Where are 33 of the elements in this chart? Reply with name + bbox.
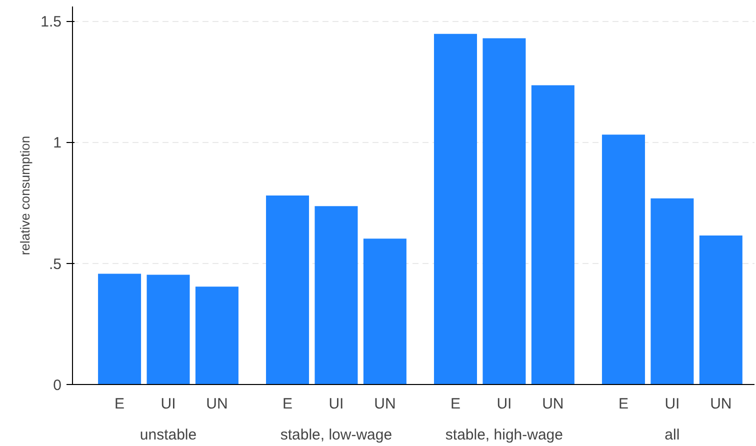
bar	[602, 134, 645, 384]
bar	[531, 85, 574, 384]
bar	[434, 34, 477, 384]
y-tick-label: 1.5	[40, 14, 62, 31]
x-tick-label: unstable	[140, 426, 197, 444]
text: UN	[710, 396, 732, 412]
bar	[98, 274, 142, 384]
text: E	[282, 396, 293, 412]
bar	[699, 235, 742, 384]
bar	[363, 238, 406, 384]
bar	[146, 274, 190, 384]
bar	[195, 286, 238, 384]
series-label: UN	[206, 396, 228, 412]
y-axis-title: relative consumption	[18, 136, 33, 256]
text: UI	[496, 396, 512, 412]
bar	[314, 206, 358, 384]
x-tick-label: all	[664, 426, 680, 444]
x-tick-label: stable, high-wage	[445, 426, 563, 444]
series-label: E	[114, 396, 125, 412]
series-label: UI	[160, 396, 176, 412]
y-tick-label: .5	[48, 256, 62, 273]
text: UN	[542, 396, 564, 412]
text: UI	[664, 396, 680, 412]
text: UN	[374, 396, 396, 412]
bar	[266, 196, 310, 384]
y-tick-label: 1	[53, 134, 62, 152]
bar	[650, 198, 694, 384]
bar	[482, 38, 526, 384]
text: UI	[328, 396, 344, 412]
text: E	[450, 396, 461, 412]
text: E	[618, 396, 628, 412]
y-tick-label: 0	[53, 377, 62, 394]
x-tick-label: stable, low-wage	[280, 426, 392, 444]
